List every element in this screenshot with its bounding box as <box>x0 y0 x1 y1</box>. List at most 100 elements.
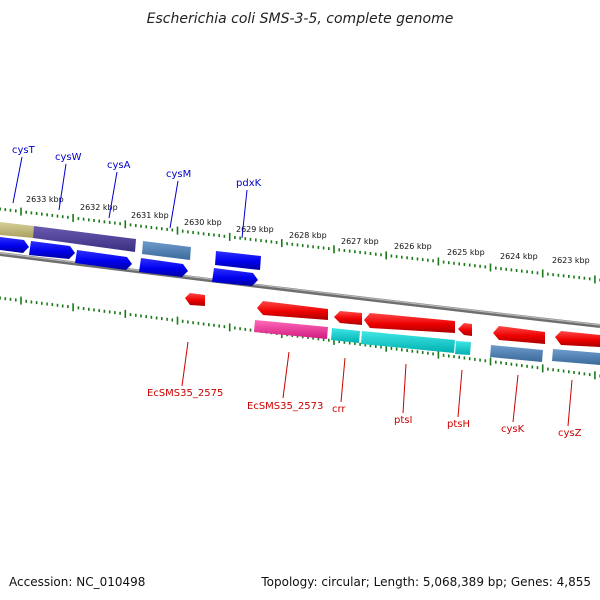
minor-tick <box>4 297 7 301</box>
cysW-label[interactable]: cysW <box>55 152 82 163</box>
cysA-cds-feature[interactable] <box>75 250 132 270</box>
minor-tick <box>234 326 236 330</box>
forward-cds-feature[interactable] <box>0 237 29 253</box>
minor-tick <box>67 305 69 309</box>
minor-tick <box>61 304 64 308</box>
crr-label[interactable]: crr <box>332 404 346 415</box>
minor-tick <box>140 224 142 228</box>
minor-tick <box>218 234 220 238</box>
minor-tick <box>458 355 460 359</box>
minor-tick <box>208 323 210 327</box>
minor-tick <box>15 298 17 302</box>
minor-tick <box>150 315 153 319</box>
ptsI-cds-feature[interactable] <box>364 313 455 333</box>
cysK-gene-feature[interactable] <box>490 345 543 362</box>
major-tick <box>176 226 179 235</box>
minor-tick <box>463 356 466 360</box>
cysZ-leader-line <box>567 379 573 427</box>
minor-tick <box>359 250 361 254</box>
minor-tick <box>552 368 554 372</box>
tick-label: 2630 kbp <box>184 218 222 227</box>
minor-tick <box>129 313 132 317</box>
minor-tick <box>338 340 340 344</box>
minor-tick <box>427 258 429 262</box>
minor-tick <box>296 334 299 338</box>
minor-tick <box>46 213 48 217</box>
minor-tick <box>421 258 424 262</box>
ptsH-gene-feature[interactable] <box>455 341 471 355</box>
minor-tick <box>390 254 393 258</box>
minor-tick <box>260 239 262 243</box>
minor-tick <box>239 327 241 331</box>
ptsI-label[interactable]: ptsI <box>394 415 412 426</box>
minor-tick <box>30 211 33 215</box>
minor-tick <box>307 244 309 248</box>
minor-tick <box>468 263 471 267</box>
major-tick <box>228 232 231 241</box>
minor-tick <box>568 370 570 374</box>
upper-tick-scale <box>0 207 600 284</box>
EcSMS35_2573-cds-feature[interactable] <box>257 301 328 320</box>
reverse-cds-feature[interactable] <box>185 293 205 306</box>
minor-tick <box>369 344 372 348</box>
minor-tick <box>187 230 189 234</box>
minor-tick <box>171 228 174 232</box>
cysZ-cds-feature[interactable] <box>555 331 600 347</box>
ptsH-label[interactable]: ptsH <box>447 419 470 430</box>
minor-tick <box>562 274 565 278</box>
EcSMS35_2573-label[interactable]: EcSMS35_2573 <box>247 401 323 412</box>
cysZ-gene-feature[interactable] <box>552 349 600 365</box>
cysM-label[interactable]: cysM <box>166 169 191 180</box>
minor-tick <box>500 361 502 365</box>
minor-tick <box>406 349 408 352</box>
minor-tick <box>421 351 424 354</box>
minor-tick <box>265 239 267 243</box>
EcSMS35_2573-gene-feature[interactable] <box>254 320 328 339</box>
pdxK-label[interactable]: pdxK <box>236 178 262 189</box>
minor-tick <box>56 214 59 218</box>
minor-tick <box>223 234 226 238</box>
minor-tick <box>531 270 534 274</box>
minor-tick <box>145 225 147 229</box>
minor-tick <box>249 237 252 241</box>
minor-tick <box>474 264 476 268</box>
EcSMS35_2575-label[interactable]: EcSMS35_2575 <box>147 388 223 399</box>
minor-tick <box>557 368 560 372</box>
tick-label: 2626 kbp <box>394 242 432 251</box>
ptsH-leader-line <box>457 369 463 418</box>
minor-tick <box>364 251 367 255</box>
minor-tick <box>93 219 95 222</box>
ptsH-cds-feature[interactable] <box>458 323 472 336</box>
minor-tick <box>411 256 414 260</box>
minor-tick <box>484 265 487 269</box>
minor-tick <box>484 359 487 363</box>
minor-tick <box>536 366 539 370</box>
crr-cds-feature[interactable] <box>334 311 362 325</box>
cysZ-label[interactable]: cysZ <box>558 428 582 439</box>
cysW-cds-feature[interactable] <box>29 241 75 259</box>
major-tick <box>594 371 596 380</box>
minor-tick <box>562 369 565 373</box>
minor-tick <box>463 263 466 266</box>
pdxK-cds-feature[interactable] <box>212 268 258 286</box>
cysA-label[interactable]: cysA <box>107 160 131 171</box>
cysK-cds-feature[interactable] <box>493 326 545 344</box>
minor-tick <box>15 209 17 213</box>
cysK-label[interactable]: cysK <box>501 424 525 435</box>
major-tick <box>228 323 231 332</box>
minor-tick <box>145 315 147 319</box>
minor-tick <box>239 236 241 240</box>
pdxK-gene-feature[interactable] <box>215 251 261 270</box>
cysM-cds-feature[interactable] <box>139 258 188 277</box>
minor-tick <box>61 215 64 219</box>
ptsI-gene-feature[interactable] <box>361 331 455 353</box>
cysM-gene-feature[interactable] <box>142 241 191 260</box>
minor-tick <box>161 317 163 321</box>
cysT-label[interactable]: cysT <box>12 145 36 156</box>
major-tick <box>489 263 492 272</box>
cysT-gene-feature[interactable] <box>0 222 34 238</box>
cysW-gene-feature[interactable] <box>33 226 136 252</box>
tick-label: 2633 kbp <box>26 195 64 204</box>
crr-gene-feature[interactable] <box>331 328 360 343</box>
